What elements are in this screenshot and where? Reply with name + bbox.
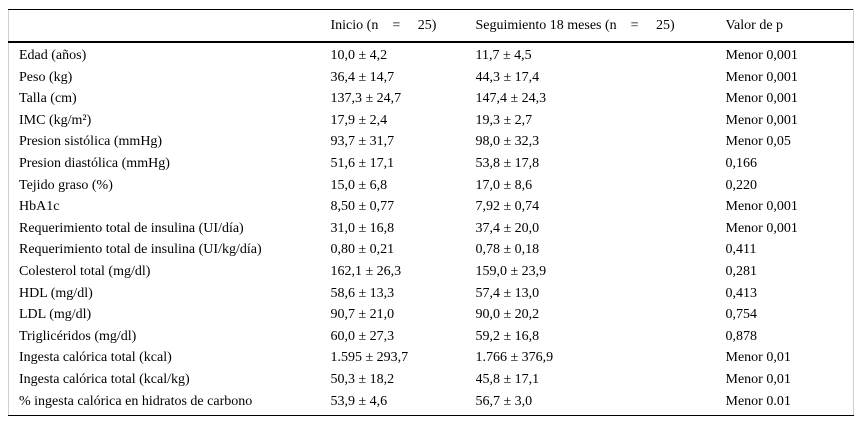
data-table: Inicio (n = 25) Seguimiento 18 meses (n …	[8, 9, 854, 417]
table-header: Inicio (n = 25) Seguimiento 18 meses (n …	[8, 9, 854, 43]
column-header-variable	[8, 9, 331, 43]
row-label: Requerimiento total de insulina (UI/kg/d…	[19, 242, 262, 258]
p-value: Menor 0,01	[725, 350, 791, 366]
inicio-value: 8,50 ± 0,77	[330, 199, 395, 215]
table-row: Peso (kg) 36,4 ± 14,7 44,3 ± 17,4 Menor …	[9, 67, 854, 89]
header-row: Inicio (n = 25) Seguimiento 18 meses (n …	[8, 9, 854, 43]
p-value: Menor 0,001	[725, 69, 798, 85]
inicio-value: 93,7 ± 31,7	[330, 134, 395, 150]
column-header-seguimiento: Seguimiento 18 meses (n = 25)	[475, 9, 726, 43]
row-label: Requerimiento total de insulina (UI/día)	[19, 220, 244, 236]
p-value: 0,754	[725, 307, 758, 323]
inicio-value: 162,1 ± 26,3	[330, 263, 402, 279]
inicio-value: 31,0 ± 16,8	[330, 220, 395, 236]
table-row: Triglicéridos (mg/dl) 60,0 ± 27,3 59,2 ±…	[9, 326, 854, 348]
p-value: 0,411	[725, 242, 757, 258]
inicio-value: 53,9 ± 4,6	[330, 393, 388, 409]
table-row: % ingesta calórica en hidratos de carbon…	[9, 391, 854, 416]
seguimiento-value: 0,78 ± 0,18	[475, 242, 540, 258]
seguimiento-value: 98,0 ± 32,3	[475, 134, 540, 150]
p-value: Menor 0,01	[725, 371, 791, 387]
seguimiento-value: 59,2 ± 16,8	[475, 328, 540, 344]
inicio-value: 51,6 ± 17,1	[330, 155, 395, 171]
inicio-value: 17,9 ± 2,4	[330, 112, 388, 128]
inicio-value: 15,0 ± 6,8	[330, 177, 388, 193]
seguimiento-value: 90,0 ± 20,2	[475, 307, 540, 323]
row-label: Ingesta calórica total (kcal/kg)	[19, 371, 190, 387]
table-row: Requerimiento total de insulina (UI/día)…	[9, 218, 854, 240]
table-body: Edad (años) 10,0 ± 4,2 11,7 ± 4,5 Menor …	[9, 42, 854, 416]
row-label: Talla (cm)	[19, 91, 77, 107]
table-row: Ingesta calórica total (kcal/kg) 50,3 ± …	[9, 369, 854, 391]
inicio-value: 0,80 ± 0,21	[330, 242, 395, 258]
seguimiento-value: 44,3 ± 17,4	[475, 69, 540, 85]
table-row: IMC (kg/m²) 17,9 ± 2,4 19,3 ± 2,7 Menor …	[9, 110, 854, 132]
seguimiento-value: 11,7 ± 4,5	[475, 48, 532, 63]
table-row: Presion diastólica (mmHg) 51,6 ± 17,1 53…	[9, 153, 854, 175]
row-label: Peso (kg)	[19, 69, 73, 85]
row-label: % ingesta calórica en hidratos de carbon…	[19, 393, 253, 409]
row-label: Presion sistólica (mmHg)	[19, 134, 163, 150]
seguimiento-value: 17,0 ± 8,6	[475, 177, 533, 193]
seguimiento-value: 1.766 ± 376,9	[475, 350, 554, 366]
inicio-value: 90,7 ± 21,0	[330, 307, 395, 323]
row-label: Tejido graso (%)	[19, 177, 113, 193]
row-label: IMC (kg/m²)	[19, 112, 92, 128]
table-row: Requerimiento total de insulina (UI/kg/d…	[9, 239, 854, 261]
row-label: Triglicéridos (mg/dl)	[19, 328, 137, 344]
inicio-value: 1.595 ± 293,7	[330, 350, 409, 366]
row-label: Presion diastólica (mmHg)	[19, 155, 170, 171]
seguimiento-value: 19,3 ± 2,7	[475, 112, 533, 128]
inicio-value: 10,0 ± 4,2	[330, 48, 388, 63]
table-row: Presion sistólica (mmHg) 93,7 ± 31,7 98,…	[9, 131, 854, 153]
column-header-valor-p: Valor de p	[725, 9, 854, 43]
seguimiento-value: 56,7 ± 3,0	[475, 393, 533, 409]
table-row: Colesterol total (mg/dl) 162,1 ± 26,3 15…	[9, 261, 854, 283]
table-row: HbA1c 8,50 ± 0,77 7,92 ± 0,74 Menor 0,00…	[9, 196, 854, 218]
seguimiento-value: 7,92 ± 0,74	[475, 199, 540, 215]
clinical-results-table: Inicio (n = 25) Seguimiento 18 meses (n …	[8, 9, 854, 417]
table-row: Tejido graso (%) 15,0 ± 6,8 17,0 ± 8,6 0…	[9, 175, 854, 197]
p-value: Menor 0,001	[725, 91, 798, 107]
p-value: 0,220	[725, 177, 758, 193]
p-value: 0,166	[725, 155, 758, 171]
p-value: Menor 0,05	[725, 134, 791, 150]
seguimiento-value: 37,4 ± 20,0	[475, 220, 540, 236]
p-value: Menor 0,001	[725, 199, 798, 215]
p-value: 0,413	[725, 285, 758, 301]
seguimiento-value: 57,4 ± 13,0	[475, 285, 540, 301]
seguimiento-value: 45,8 ± 17,1	[475, 371, 540, 387]
table-row: HDL (mg/dl) 58,6 ± 13,3 57,4 ± 13,0 0,41…	[9, 283, 854, 305]
inicio-value: 50,3 ± 18,2	[330, 371, 395, 387]
table-row: LDL (mg/dl) 90,7 ± 21,0 90,0 ± 20,2 0,75…	[9, 304, 854, 326]
table-row: Talla (cm) 137,3 ± 24,7 147,4 ± 24,3 Men…	[9, 88, 854, 110]
row-label: Colesterol total (mg/dl)	[19, 263, 151, 279]
row-label: Ingesta calórica total (kcal)	[19, 350, 172, 366]
row-label: Edad (años)	[19, 48, 87, 63]
seguimiento-value: 53,8 ± 17,8	[475, 155, 540, 171]
inicio-value: 58,6 ± 13,3	[330, 285, 395, 301]
p-value: 0,281	[725, 263, 758, 279]
row-label: HbA1c	[19, 199, 60, 215]
row-label: HDL (mg/dl)	[19, 285, 93, 301]
table-row: Edad (años) 10,0 ± 4,2 11,7 ± 4,5 Menor …	[9, 42, 854, 67]
seguimiento-value: 159,0 ± 23,9	[475, 263, 547, 279]
table-row: Ingesta calórica total (kcal) 1.595 ± 29…	[9, 347, 854, 369]
p-value: 0,878	[725, 328, 758, 344]
p-value: Menor 0.01	[725, 393, 791, 409]
inicio-value: 60,0 ± 27,3	[330, 328, 395, 344]
p-value: Menor 0,001	[725, 48, 798, 63]
column-header-inicio: Inicio (n = 25)	[330, 9, 476, 43]
p-value: Menor 0,001	[725, 112, 798, 128]
seguimiento-value: 147,4 ± 24,3	[475, 91, 547, 107]
inicio-value: 36,4 ± 14,7	[330, 69, 395, 85]
inicio-value: 137,3 ± 24,7	[330, 91, 402, 107]
row-label: LDL (mg/dl)	[19, 307, 92, 323]
p-value: Menor 0,001	[725, 220, 798, 236]
